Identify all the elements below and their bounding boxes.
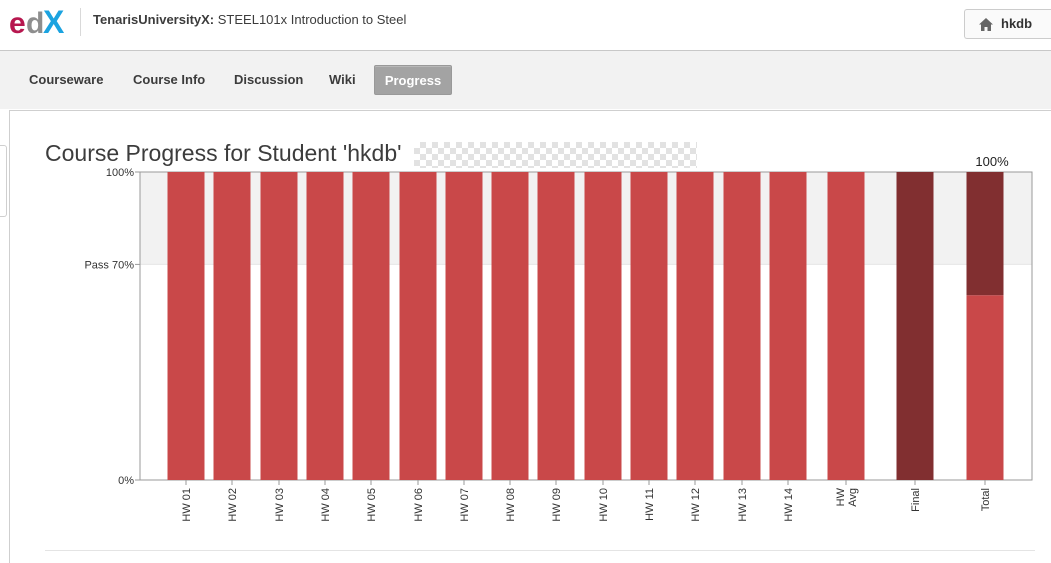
- tab-wiki[interactable]: Wiki: [329, 72, 356, 87]
- x-tick-label: HW 01: [181, 488, 193, 522]
- top-header: e d X TenarisUniversityX: STEEL101x Intr…: [0, 0, 1051, 51]
- total-segment-hw-avg: [966, 295, 1004, 480]
- bar-hw-11: [630, 172, 668, 480]
- redacted-area: [414, 142, 697, 168]
- x-tick-label: HW 07: [459, 488, 471, 522]
- bar-final: [896, 172, 934, 480]
- bar-hw-09: [537, 172, 575, 480]
- bar-hw-01: [167, 172, 205, 480]
- bar-hw-08: [491, 172, 529, 480]
- username: hkdb: [1001, 16, 1033, 31]
- user-menu-button[interactable]: hkdb: [964, 9, 1051, 39]
- bar-hw-06: [399, 172, 437, 480]
- page-title: Course Progress for Student 'hkdb': [45, 140, 402, 166]
- course-nav: Courseware Course Info Discussion Wiki P…: [0, 51, 1051, 109]
- total-segment-final: [966, 172, 1004, 296]
- svg-text:X: X: [43, 5, 65, 39]
- bar-hw-10: [584, 172, 622, 480]
- x-tick-label: HW 03: [274, 488, 286, 522]
- svg-text:e: e: [9, 7, 26, 39]
- x-tick-label: HW 05: [366, 488, 378, 522]
- x-tick-label: HW 13: [737, 488, 749, 522]
- side-panel-toggle[interactable]: [0, 145, 7, 217]
- x-tick-label: Final: [910, 488, 922, 512]
- total-value-label: 100%: [975, 154, 1009, 169]
- tab-courseware[interactable]: Courseware: [29, 72, 104, 87]
- x-tick-label: HW 04: [320, 488, 332, 522]
- x-tick-label: HW 11: [644, 488, 656, 521]
- x-tick-label: HW 14: [783, 488, 795, 522]
- x-tick-label: HW 06: [413, 488, 425, 522]
- bar-hw-05: [352, 172, 390, 480]
- x-tick-label: HW 09: [551, 488, 563, 522]
- y-tick-label: 0%: [118, 475, 134, 487]
- bar-hw-04: [306, 172, 344, 480]
- bar-hw-13: [723, 172, 761, 480]
- tab-discussion[interactable]: Discussion: [234, 72, 304, 87]
- bar-hw-03: [260, 172, 298, 480]
- logo-divider: [80, 8, 81, 36]
- bar-hw-14: [769, 172, 807, 480]
- divider: [45, 550, 1035, 551]
- x-tick-label: HWAvg: [835, 487, 859, 506]
- x-tick-label: HW 10: [598, 488, 610, 522]
- bar-hw-avg: [827, 172, 865, 480]
- edx-logo[interactable]: e d X: [9, 5, 69, 39]
- course-title: TenarisUniversityX: STEEL101x Introducti…: [93, 12, 406, 27]
- bar-hw-12: [676, 172, 714, 480]
- x-tick-label: HW 12: [690, 488, 702, 522]
- course-org: TenarisUniversityX:: [93, 12, 215, 27]
- bar-hw-02: [213, 172, 251, 480]
- bar-hw-07: [445, 172, 483, 480]
- y-tick-label: Pass 70%: [84, 259, 134, 271]
- tab-progress[interactable]: Progress: [374, 65, 452, 95]
- course-name: STEEL101x Introduction to Steel: [217, 12, 407, 27]
- y-tick-label: 100%: [106, 167, 134, 179]
- tab-course-info[interactable]: Course Info: [133, 72, 206, 87]
- x-tick-label: HW 02: [227, 488, 239, 522]
- x-tick-label: HW 08: [505, 488, 517, 522]
- home-icon: [979, 18, 993, 31]
- svg-text:d: d: [26, 7, 44, 39]
- x-tick-label: Total: [980, 488, 992, 511]
